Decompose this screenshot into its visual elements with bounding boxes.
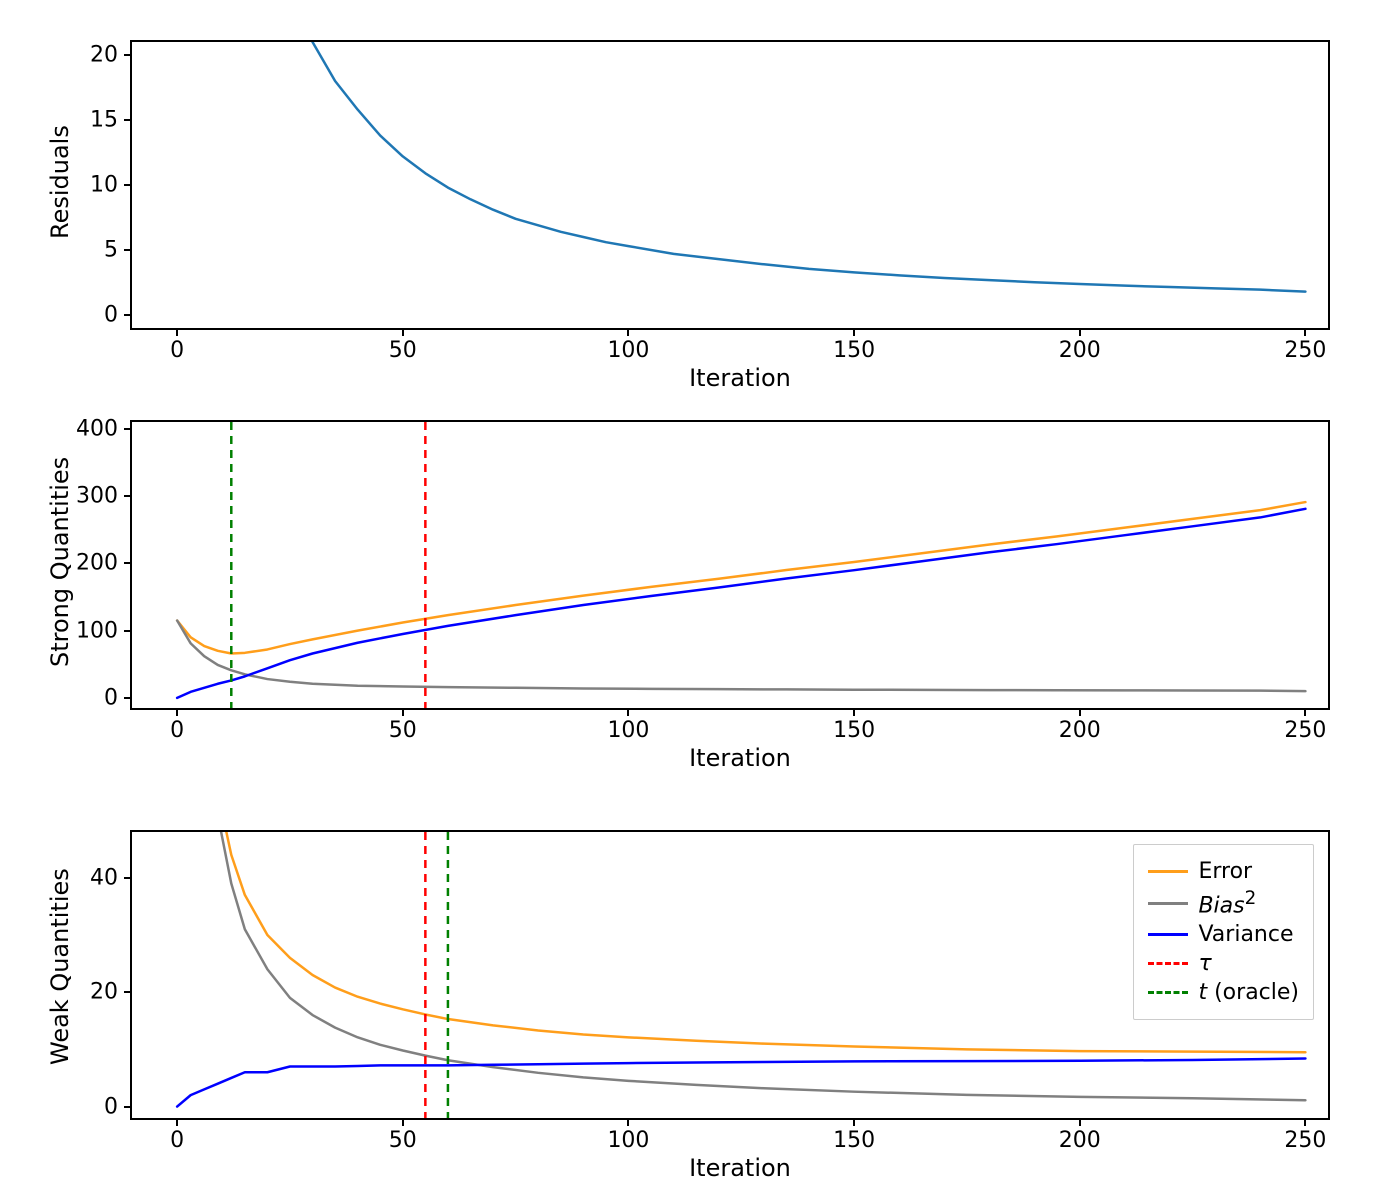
legend-item: Bias2: [1148, 888, 1299, 918]
xtick-label: 250: [1284, 338, 1326, 363]
panel-strong: 0501001502002500100200300400: [130, 420, 1330, 710]
ytick-label: 20: [58, 43, 118, 68]
legend-swatch: [1148, 933, 1188, 936]
figure: 05010015020025005101520 Residuals Iterat…: [0, 0, 1400, 1200]
legend-label: Variance: [1198, 922, 1293, 947]
xtick-label: 50: [389, 1128, 417, 1153]
ytick-label: 400: [58, 416, 118, 441]
plot-residuals: [132, 42, 1328, 328]
xtick-label: 250: [1284, 1128, 1326, 1153]
legend-item: Variance: [1148, 922, 1299, 947]
series-variance: [177, 1059, 1305, 1107]
legend: Error Bias2 Variance τ t (oracle): [1133, 844, 1314, 1020]
ytick-label: 5: [58, 238, 118, 263]
legend-label: t (oracle): [1198, 980, 1299, 1005]
panel-weak: ErrorBias2Varianceτt (oracle) 0501001502…: [130, 830, 1330, 1120]
legend-swatch: [1148, 902, 1188, 905]
panel-residuals: 05010015020025005101520: [130, 40, 1330, 330]
xlabel-weak: Iteration: [680, 1154, 800, 1182]
legend-item: Error: [1148, 859, 1299, 884]
xtick-label: 150: [833, 1128, 875, 1153]
xtick-label: 100: [607, 1128, 649, 1153]
legend-label: Error: [1198, 859, 1252, 884]
plot-strong: [132, 422, 1328, 708]
ylabel-weak: Weak Quantities: [46, 868, 74, 1065]
xlabel-residuals: Iteration: [680, 364, 800, 392]
ytick-label: 0: [58, 685, 118, 710]
xtick-label: 200: [1059, 338, 1101, 363]
xtick-label: 100: [607, 338, 649, 363]
series-variance: [177, 509, 1305, 698]
legend-item: τ: [1148, 951, 1299, 976]
xtick-label: 100: [607, 718, 649, 743]
xlabel-strong: Iteration: [680, 744, 800, 772]
series-error: [177, 502, 1305, 653]
ylabel-strong: Strong Quantities: [46, 457, 74, 667]
legend-swatch: [1148, 991, 1188, 994]
xtick-label: 0: [170, 718, 184, 743]
xtick-label: 0: [170, 1128, 184, 1153]
legend-swatch: [1148, 870, 1188, 873]
series-bias2: [177, 621, 1305, 692]
xtick-label: 200: [1059, 718, 1101, 743]
ytick-label: 0: [58, 303, 118, 328]
xtick-label: 150: [833, 718, 875, 743]
legend-label: Bias2: [1198, 888, 1256, 918]
xtick-label: 150: [833, 338, 875, 363]
series-residuals: [177, 0, 1305, 292]
legend-label: τ: [1198, 951, 1211, 976]
legend-item: t (oracle): [1148, 980, 1299, 1005]
xtick-label: 250: [1284, 718, 1326, 743]
xtick-label: 50: [389, 718, 417, 743]
xtick-label: 50: [389, 338, 417, 363]
xtick-label: 200: [1059, 1128, 1101, 1153]
ytick-label: 0: [58, 1094, 118, 1119]
ylabel-residuals: Residuals: [46, 125, 74, 239]
legend-swatch: [1148, 962, 1188, 965]
xtick-label: 0: [170, 338, 184, 363]
